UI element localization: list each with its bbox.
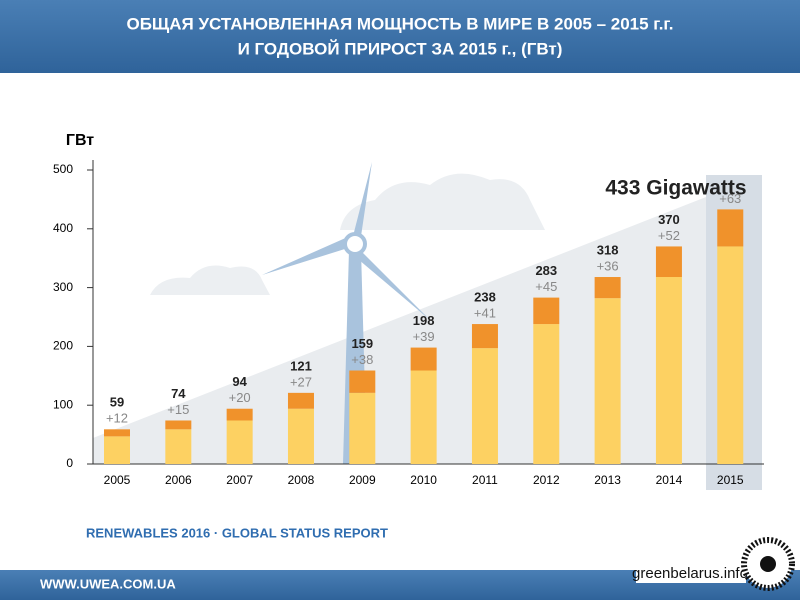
- logo-bg: [636, 563, 746, 583]
- value-label: +41: [474, 305, 496, 320]
- bar-segment: [287, 408, 314, 464]
- x-tick-label: 2012: [533, 473, 560, 487]
- bar-segment: [226, 408, 253, 421]
- total-label: 198: [413, 313, 435, 328]
- legend-box: [136, 183, 292, 247]
- total-label: 121: [290, 358, 312, 373]
- y-tick-label: 100: [53, 397, 73, 411]
- value-label: +12: [106, 411, 128, 426]
- x-tick-label: 2009: [349, 473, 376, 487]
- y-tick-label: 300: [53, 280, 73, 294]
- source: RENEWABLES 2016 · GLOBAL STATUS REPORT: [86, 525, 388, 540]
- bar-segment: [410, 370, 437, 464]
- logo-icon: [760, 556, 776, 572]
- bar-segment: [349, 392, 376, 464]
- y-tick-label: 0: [66, 456, 73, 470]
- header-bar: [0, 0, 800, 73]
- x-tick-label: 2011: [472, 473, 498, 487]
- value-label: +27: [290, 374, 312, 389]
- bar-segment: [717, 209, 744, 247]
- x-tick-label: 2015: [717, 473, 744, 487]
- value-label: +20: [229, 390, 251, 405]
- bar-segment: [104, 429, 130, 437]
- turbine: [262, 162, 430, 464]
- x-tick-label: 2005: [104, 473, 131, 487]
- x-tick-label: 2008: [288, 473, 315, 487]
- title: ОБЩАЯ УСТАНОВЛЕННАЯ МОЩНОСТЬ В МИРЕ В 20…: [126, 14, 673, 33]
- total-label: 94: [232, 374, 247, 389]
- bar-segment: [717, 246, 744, 464]
- x-tick-label: 2006: [165, 473, 192, 487]
- bar-segment: [349, 370, 376, 393]
- bar-segment: [594, 277, 621, 299]
- value-label: +63: [719, 191, 741, 206]
- cloud: [340, 173, 545, 230]
- total-label: 318: [597, 242, 619, 257]
- y-tick-label: 200: [53, 339, 73, 353]
- y-tick-label: 500: [53, 162, 73, 176]
- value-label: +38: [351, 352, 373, 367]
- title: И ГОДОВОЙ ПРИРОСТ ЗА 2015 г., (ГВт): [238, 39, 563, 58]
- y-axis-label: ГВт: [66, 132, 94, 149]
- x-tick-label: 2007: [226, 473, 253, 487]
- bar-segment: [287, 392, 314, 409]
- total-label: 59: [110, 395, 124, 410]
- footer-site: WWW.UWEA.COM.UA: [40, 576, 176, 591]
- bar-segment: [533, 297, 560, 325]
- bar-segment: [655, 277, 682, 464]
- value-label: +36: [597, 258, 619, 273]
- bar-segment: [226, 420, 253, 464]
- annotation: 433 Gigawatts: [605, 177, 746, 200]
- logo-text: greenbelarus.info: [632, 565, 748, 582]
- total-label: 283: [535, 263, 557, 278]
- bar-segment: [471, 348, 498, 464]
- bar-segment: [165, 429, 192, 464]
- bar-segment: [410, 347, 437, 371]
- value-label: +15: [167, 402, 189, 417]
- x-tick-label: 2010: [410, 473, 437, 487]
- bar-segment: [165, 420, 192, 430]
- total-label: 159: [351, 336, 373, 351]
- bar-segment: [594, 298, 621, 464]
- value-label: +52: [658, 228, 680, 243]
- x-tick-label: 2013: [594, 473, 621, 487]
- bar-segment: [104, 436, 130, 464]
- total-label: 238: [474, 289, 496, 304]
- y-tick-label: 400: [53, 221, 73, 235]
- value-label: +39: [413, 329, 435, 344]
- bar-segment: [471, 324, 498, 349]
- x-tick-label: 2014: [656, 473, 683, 487]
- bar-segment: [533, 324, 560, 464]
- cloud: [150, 265, 270, 295]
- bar-segment: [655, 246, 682, 278]
- value-label: +45: [535, 279, 557, 294]
- total-label: 74: [171, 386, 186, 401]
- total-label: 370: [658, 212, 680, 227]
